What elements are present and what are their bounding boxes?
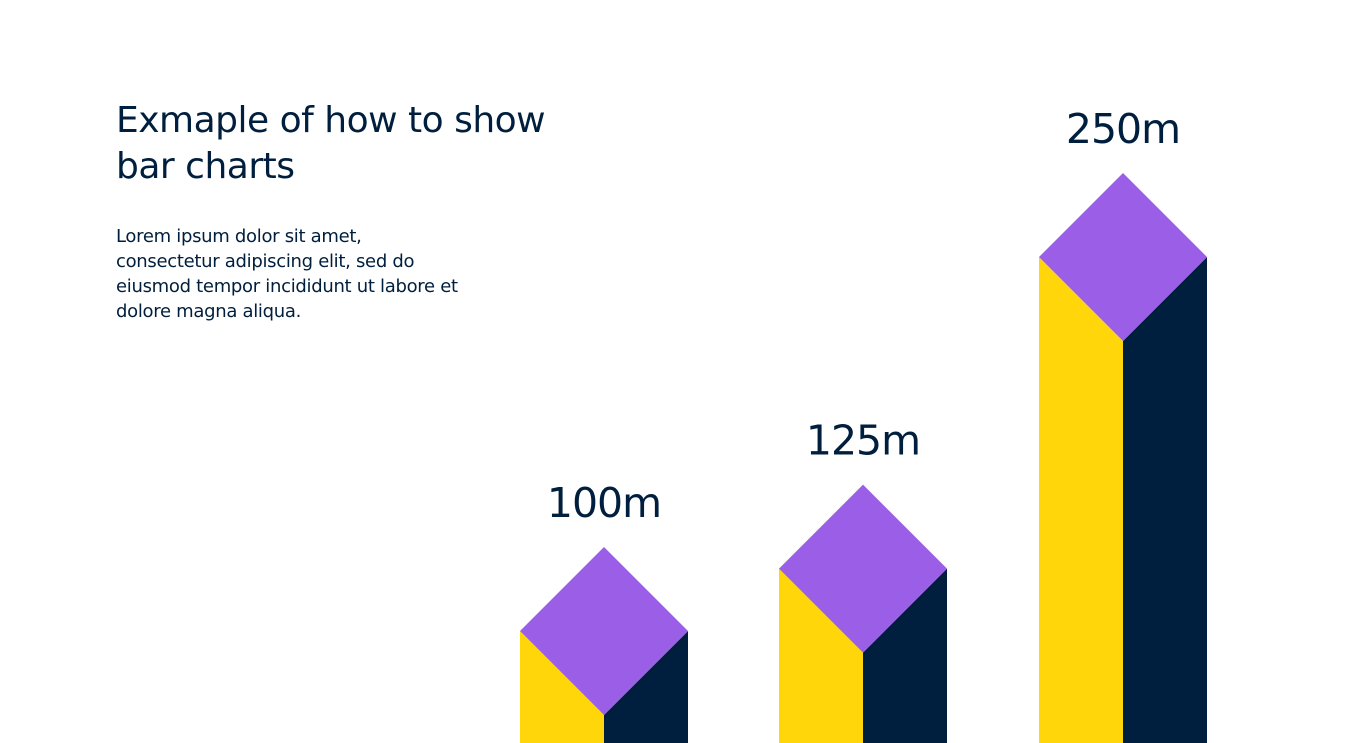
bar-2-right-face	[863, 568, 947, 743]
bar-1-top-face	[520, 547, 688, 715]
description-text: Lorem ipsum dolor sit amet, consectetur …	[116, 224, 516, 324]
description-line-3: eiusmod tempor incididunt ut labore et	[116, 276, 458, 297]
bar-1-value-label: 100m	[547, 479, 661, 527]
bar-2-value-label: 125m	[806, 417, 920, 465]
bar-2: 125m	[779, 417, 947, 743]
bar-2-left-face	[779, 568, 863, 743]
bar-3-right-face	[1123, 257, 1207, 743]
bar-1-left-face	[520, 631, 604, 743]
bar-1-right-face	[604, 631, 688, 743]
description-line-2: consectetur adipiscing elit, sed do	[116, 251, 415, 272]
title-line-1: Exmaple of how to show	[116, 100, 546, 141]
description-line-1: Lorem ipsum dolor sit amet,	[116, 226, 362, 247]
bar-3-top-face	[1039, 173, 1207, 341]
page-title: Exmaple of how to show bar charts	[116, 98, 596, 190]
bar-3-value-label: 250m	[1066, 105, 1180, 153]
bar-3-left-face	[1039, 257, 1123, 743]
bar-2-top-face	[779, 484, 947, 653]
bar-3: 250m	[1039, 105, 1207, 743]
description-line-4: dolore magna aliqua.	[116, 301, 302, 322]
title-line-2: bar charts	[116, 146, 295, 187]
bar-1: 100m	[520, 479, 688, 743]
